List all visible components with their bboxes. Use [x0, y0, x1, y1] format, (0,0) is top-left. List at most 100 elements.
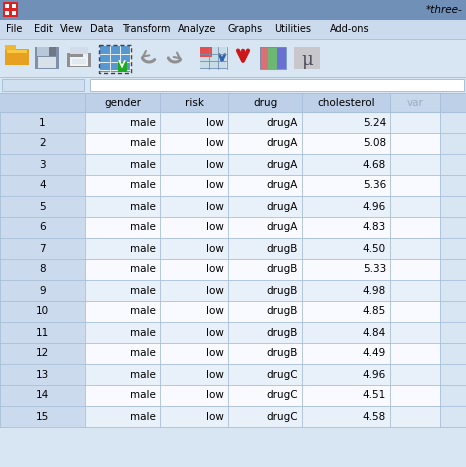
Bar: [85, 93, 160, 112]
Bar: [302, 154, 390, 175]
Bar: [228, 217, 302, 238]
Bar: [160, 406, 228, 427]
Bar: [0, 196, 85, 217]
Bar: [85, 280, 160, 301]
Bar: [0, 20, 466, 39]
Bar: [5, 8, 16, 11]
Bar: [85, 406, 160, 427]
Bar: [302, 217, 390, 238]
Text: low: low: [206, 160, 224, 170]
Bar: [160, 217, 228, 238]
Bar: [228, 133, 302, 154]
Bar: [85, 154, 160, 175]
Text: 15: 15: [36, 411, 49, 422]
Bar: [160, 364, 228, 385]
Bar: [90, 79, 464, 91]
Bar: [260, 47, 268, 69]
Bar: [9, 4, 12, 15]
Bar: [302, 133, 390, 154]
Bar: [85, 364, 160, 385]
Bar: [7, 50, 27, 53]
Bar: [0, 133, 85, 154]
Text: 4: 4: [39, 181, 46, 191]
Bar: [228, 322, 302, 343]
Text: male: male: [130, 139, 156, 149]
Bar: [260, 47, 286, 69]
Bar: [0, 322, 85, 343]
Text: 4.96: 4.96: [363, 369, 386, 380]
Text: male: male: [130, 243, 156, 254]
Bar: [268, 47, 277, 69]
Text: 4.83: 4.83: [363, 222, 386, 233]
Bar: [0, 93, 85, 112]
Bar: [302, 301, 390, 322]
Text: Edit: Edit: [34, 24, 53, 35]
Bar: [390, 217, 440, 238]
Bar: [200, 47, 226, 69]
Bar: [302, 385, 390, 406]
Bar: [85, 133, 160, 154]
Text: 11: 11: [36, 327, 49, 338]
Text: male: male: [130, 160, 156, 170]
Bar: [0, 406, 85, 427]
Text: 12: 12: [36, 348, 49, 359]
Text: drugA: drugA: [267, 222, 298, 233]
Text: drug: drug: [253, 98, 277, 107]
Bar: [390, 93, 440, 112]
Bar: [390, 175, 440, 196]
Bar: [302, 322, 390, 343]
Bar: [390, 301, 440, 322]
Bar: [0, 385, 85, 406]
Bar: [160, 196, 228, 217]
Bar: [277, 47, 286, 69]
Text: 8: 8: [39, 264, 46, 275]
Bar: [0, 0, 466, 20]
Bar: [390, 280, 440, 301]
Text: Utilities: Utilities: [274, 24, 311, 35]
Bar: [200, 47, 212, 57]
Bar: [49, 47, 56, 56]
Bar: [390, 112, 440, 133]
Bar: [2, 79, 84, 91]
Bar: [302, 343, 390, 364]
Bar: [302, 364, 390, 385]
Bar: [85, 343, 160, 364]
Text: low: low: [206, 243, 224, 254]
Bar: [99, 45, 131, 73]
Bar: [390, 364, 440, 385]
Text: cholesterol: cholesterol: [317, 98, 375, 107]
Bar: [228, 93, 302, 112]
Text: var: var: [406, 98, 424, 107]
Bar: [302, 175, 390, 196]
Bar: [160, 175, 228, 196]
Text: 14: 14: [36, 390, 49, 401]
Text: low: low: [206, 390, 224, 401]
Bar: [302, 196, 390, 217]
Bar: [0, 217, 85, 238]
Bar: [100, 46, 130, 72]
Text: male: male: [130, 118, 156, 127]
Bar: [160, 385, 228, 406]
Bar: [83, 54, 88, 57]
Text: 5.36: 5.36: [363, 181, 386, 191]
Bar: [0, 364, 85, 385]
Text: 5.33: 5.33: [363, 264, 386, 275]
Bar: [85, 322, 160, 343]
Text: 5.24: 5.24: [363, 118, 386, 127]
Bar: [0, 154, 85, 175]
Bar: [390, 196, 440, 217]
Text: male: male: [130, 285, 156, 296]
Text: gender: gender: [104, 98, 141, 107]
Text: 6: 6: [39, 222, 46, 233]
Bar: [302, 93, 390, 112]
Text: male: male: [130, 348, 156, 359]
Text: Analyze: Analyze: [178, 24, 216, 35]
Bar: [160, 322, 228, 343]
Text: 4.84: 4.84: [363, 327, 386, 338]
Bar: [390, 238, 440, 259]
Text: 9: 9: [39, 285, 46, 296]
Bar: [302, 406, 390, 427]
Bar: [0, 93, 466, 112]
Text: drugA: drugA: [267, 139, 298, 149]
Bar: [228, 175, 302, 196]
